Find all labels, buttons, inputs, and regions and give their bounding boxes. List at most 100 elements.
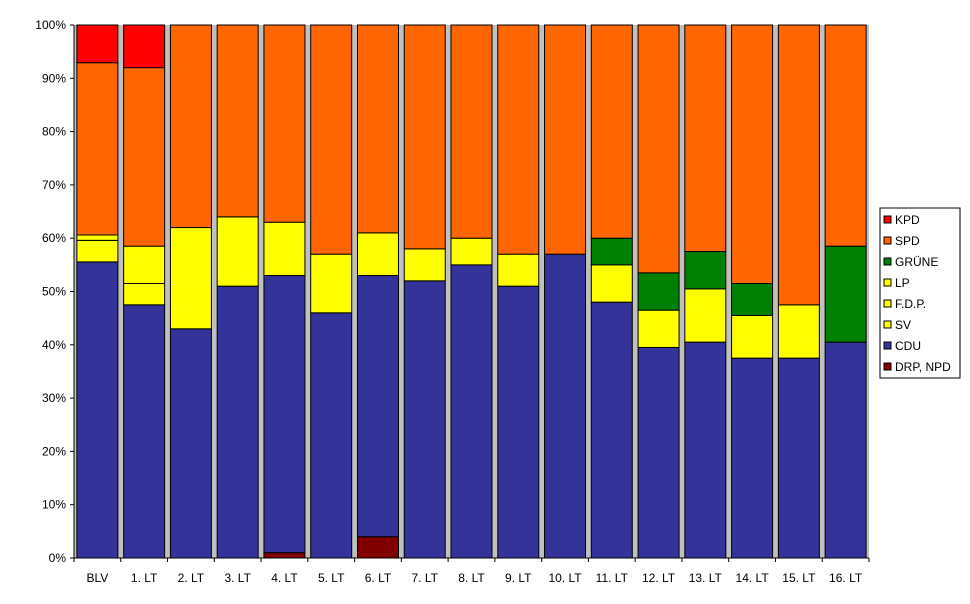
legend-swatch — [883, 362, 892, 371]
x-tick-label: 12. LT — [642, 571, 676, 585]
bar-segment-0-2 — [76, 239, 119, 263]
bar-segment-9-6 — [497, 24, 540, 255]
x-tick-label: 15. LT — [782, 571, 816, 585]
bar-segment-11-6 — [590, 24, 633, 239]
bar-segment-4-6 — [263, 24, 306, 223]
bar-segment-0-6 — [76, 62, 119, 236]
legend-label: CDU — [895, 339, 921, 353]
bar-segment-5-6 — [310, 24, 353, 255]
bar-segment-2-2 — [169, 227, 212, 330]
y-axis: 0% 10% 20% 30% 40% 50% 60% 70% 80% 90% 100% — [35, 18, 75, 565]
legend-label: DRP, NPD — [895, 360, 951, 374]
x-tick-label: 6. LT — [365, 571, 392, 585]
bar-segment-15-2 — [777, 304, 820, 359]
legend-label: SPD — [895, 234, 920, 248]
legend-swatch — [883, 299, 892, 308]
y-tick-label: 40% — [42, 338, 66, 352]
x-tick-label: 2. LT — [178, 571, 205, 585]
x-axis: BLV 1. LT 2. LT 3. LT 4. LT 5. LT 6. LT 7. LT 8.… — [73, 557, 870, 585]
x-tick-label: 7. LT — [412, 571, 439, 585]
legend-box — [879, 207, 961, 379]
bar-segment-10-1 — [544, 253, 587, 559]
legend-label: GRÜNE — [895, 255, 938, 269]
x-tick-label: 8. LT — [458, 571, 485, 585]
bar-segment-5-1 — [310, 312, 353, 559]
legend-swatch — [883, 257, 892, 266]
x-tick-label: 16. LT — [829, 571, 863, 585]
bar-segment-13-1 — [684, 341, 727, 559]
y-tick-label: 30% — [42, 391, 66, 405]
y-tick-label: 10% — [42, 498, 66, 512]
bar-segment-3-2 — [216, 216, 259, 287]
bar-segment-11-5 — [590, 237, 633, 266]
x-tick-label: 14. LT — [736, 571, 770, 585]
y-tick-label: 100% — [35, 18, 66, 32]
x-tick-label: 9. LT — [505, 571, 532, 585]
bar-segment-1-7 — [123, 24, 166, 69]
bar-segment-15-1 — [777, 357, 820, 559]
bar-segment-11-2 — [590, 264, 633, 303]
legend-swatch — [883, 320, 892, 329]
bar-segment-4-0 — [263, 552, 306, 559]
bar-segment-9-2 — [497, 253, 540, 287]
y-tick-label: 80% — [42, 125, 66, 139]
bar-segment-13-6 — [684, 24, 727, 253]
bar-segment-0-3 — [76, 234, 119, 241]
bar-segment-15-6 — [777, 24, 820, 306]
bar-segment-16-1 — [824, 341, 867, 559]
legend: KPD SPD GRÜNE LP F.D.P. SV CDU DRP, NPD — [879, 207, 961, 379]
legend-swatch — [883, 278, 892, 287]
bar-segment-14-6 — [731, 24, 774, 284]
bar-segment-0-1 — [76, 261, 119, 559]
bar-segment-16-6 — [824, 24, 867, 247]
bar-segment-1-1 — [123, 304, 166, 559]
y-tick-label: 50% — [42, 285, 66, 299]
bar-segment-6-2 — [356, 232, 399, 277]
bar-segment-2-6 — [169, 24, 212, 229]
bar-segment-1-6 — [123, 67, 166, 247]
bar-segment-9-1 — [497, 285, 540, 559]
y-tick-label: 60% — [42, 231, 66, 245]
legend-swatch — [883, 236, 892, 245]
bar-segment-16-5 — [824, 245, 867, 343]
bar-segment-8-6 — [450, 24, 493, 239]
legend-swatch — [883, 215, 892, 224]
bar-segment-8-1 — [450, 264, 493, 559]
bar-segment-14-5 — [731, 283, 774, 316]
bar-segment-12-2 — [637, 309, 680, 348]
y-tick-label: 90% — [42, 71, 66, 85]
x-tick-label: 10. LT — [548, 571, 582, 585]
legend-swatch — [883, 341, 892, 350]
x-tick-label: 4. LT — [271, 571, 298, 585]
bar-segment-12-5 — [637, 272, 680, 311]
bar-segment-10-6 — [544, 24, 587, 255]
legend-label: F.D.P. — [895, 297, 926, 311]
bar-segment-4-1 — [263, 275, 306, 554]
bar-segment-1-3 — [123, 245, 166, 285]
bars-layer — [76, 24, 867, 559]
bar-segment-7-6 — [403, 24, 446, 250]
y-tick-label: 20% — [42, 444, 66, 458]
y-tick-label: 70% — [42, 178, 66, 192]
bar-segment-7-2 — [403, 248, 446, 282]
x-tick-label: BLV — [86, 571, 108, 585]
bar-segment-8-2 — [450, 237, 493, 266]
bar-segment-5-2 — [310, 253, 353, 314]
bar-segment-14-1 — [731, 357, 774, 559]
x-tick-label: 3. LT — [224, 571, 251, 585]
x-tick-label: 1. LT — [131, 571, 158, 585]
bar-segment-11-1 — [590, 301, 633, 559]
bar-segment-3-6 — [216, 24, 259, 218]
legend-label: SV — [895, 318, 911, 332]
bar-segment-2-1 — [169, 328, 212, 559]
bar-segment-6-0 — [356, 536, 399, 559]
bar-segment-12-1 — [637, 346, 680, 559]
bar-segment-0-7 — [76, 24, 119, 64]
legend-label: KPD — [895, 213, 920, 227]
bar-segment-7-1 — [403, 280, 446, 559]
bar-segment-6-1 — [356, 275, 399, 538]
bar-segment-13-2 — [684, 288, 727, 343]
bar-segment-13-5 — [684, 251, 727, 290]
y-tick-label: 0% — [49, 551, 67, 565]
